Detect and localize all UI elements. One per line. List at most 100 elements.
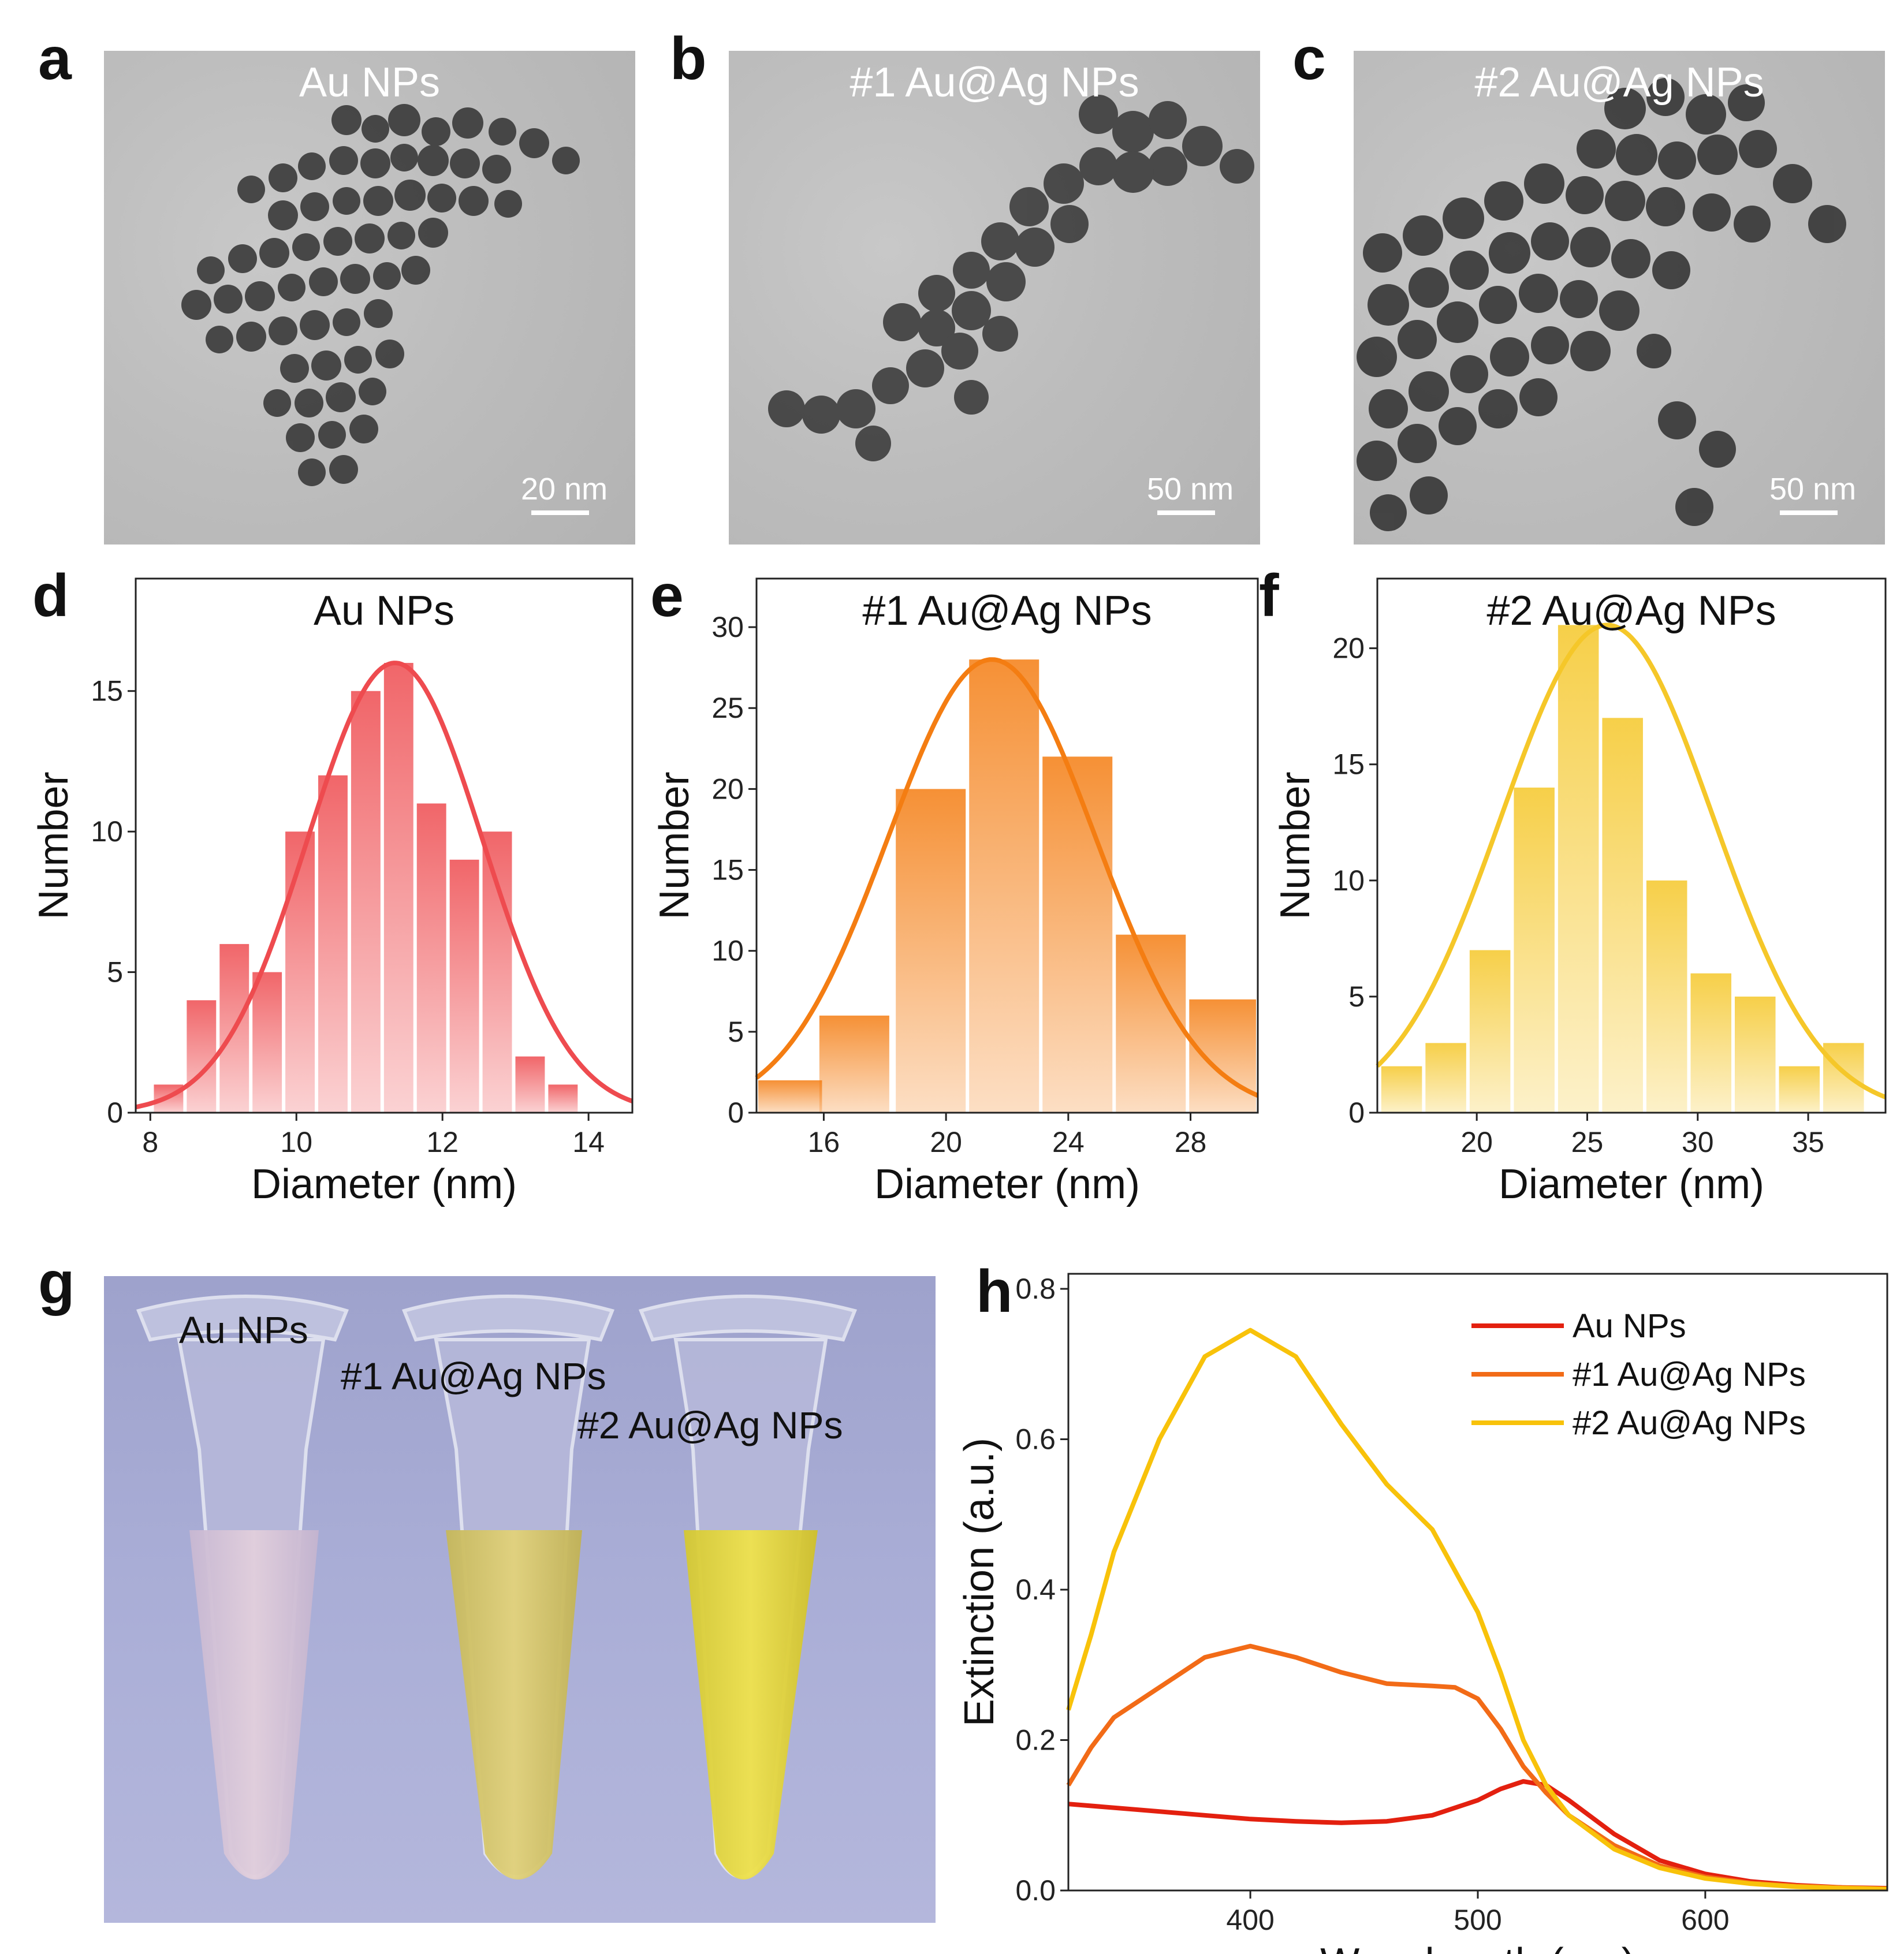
hist-au-bar-11: [515, 1056, 545, 1113]
hist-au-ag-1-xtick-label-2: 24: [1052, 1126, 1085, 1158]
hist-au-ytick-label-2: 10: [91, 815, 123, 848]
tem-particles-au: [181, 104, 580, 486]
hist-au-ag-2-xlabel: Diameter (nm): [1499, 1161, 1764, 1207]
scalebar-label-au: 20 nm: [521, 472, 608, 506]
hist-au-ytick-label-1: 5: [107, 956, 123, 989]
tem-particles-au-ag-2: [1357, 78, 1846, 531]
extinction-spectrum-chart: 400 500 600 0.0 0.2 0.4 0.6 0.8 Wavelength (nm) E…: [959, 1273, 1888, 1954]
hist-au-ag-2-title: #2 Au@Ag NPs: [1486, 588, 1776, 634]
tube-photo: Au NPs #1 Au@Ag NPs #2 Au@Ag NPs: [104, 1276, 936, 1923]
panel-letter-c: c: [1292, 25, 1326, 92]
hist-au-bar-5: [318, 775, 348, 1113]
hist-au-ag-1-ytick-label-3: 15: [711, 854, 744, 886]
hist-au-ag-1-bar-5: [1116, 934, 1186, 1113]
scalebar-au: [531, 510, 589, 515]
spectrum-ylabel: Extinction (a.u.): [959, 1438, 1003, 1726]
hist-au-xtick-label-0: 8: [142, 1126, 158, 1158]
hist-au-ag-2-bar-5: [1602, 718, 1643, 1113]
tem-title-au-ag-2: #2 Au@Ag NPs: [1474, 59, 1764, 106]
spectrum-xtick-label-1: 500: [1454, 1904, 1501, 1936]
hist-au-ag-1-ytick-label-2: 10: [711, 935, 744, 967]
histogram-chart-au-ag-2: 20 25 30 35 0 5 10 15 20 #2 Au@Ag NPs Diameter (nm…: [1272, 577, 1887, 1207]
hist-au-xtick-label-2: 12: [426, 1126, 459, 1158]
hist-au-ag-1-bar-4: [1042, 756, 1113, 1113]
spectrum-xlabel: Wavelength (nm): [1320, 1940, 1635, 1954]
hist-au-bar-8: [416, 803, 446, 1113]
panel-letter-b: b: [670, 25, 707, 92]
hist-au-ytick-label-0: 0: [107, 1097, 123, 1129]
hist-au-ag-1-ytick-label-6: 30: [711, 611, 744, 643]
hist-au-ag-2-ylabel: Number: [1272, 771, 1318, 919]
hist-au-ag-2-bar-0: [1381, 1066, 1422, 1113]
hist-au-ag-1-xlabel: Diameter (nm): [874, 1161, 1140, 1207]
hist-au-bar-6: [351, 691, 381, 1113]
hist-au-xtick-label-3: 14: [572, 1126, 605, 1158]
tube-label-au-ag-1: #1 Au@Ag NPs: [341, 1355, 606, 1397]
hist-au-ag-2-xtick-label-2: 30: [1682, 1126, 1714, 1158]
hist-au-ag-2-bar-8: [1735, 996, 1776, 1113]
panel-letter-a: a: [38, 25, 72, 92]
tube-label-au: Au NPs: [179, 1308, 308, 1351]
hist-au-ag-2-ytick-label-1: 5: [1348, 980, 1365, 1013]
hist-au-ag-2-xtick-label-1: 25: [1571, 1126, 1604, 1158]
hist-au-ag-1-bar-1: [819, 1015, 889, 1113]
spectrum-ytick-label-2: 0.4: [1015, 1573, 1056, 1606]
hist-au-title: Au NPs: [314, 588, 454, 634]
hist-au-ag-1-ytick-label-0: 0: [728, 1097, 744, 1129]
hist-au-ag-2-frame: [1376, 577, 1887, 1114]
spectrum-line-0: [1068, 1779, 1888, 1891]
tubes-illustration: [136, 1295, 858, 1880]
hist-au-ag-2-ytick-label-0: 0: [1348, 1097, 1365, 1129]
hist-au-ag-1-xtick-label-3: 28: [1175, 1126, 1207, 1158]
panel-letter-f: f: [1259, 562, 1279, 629]
hist-au-ag-1-ylabel: Number: [651, 771, 698, 919]
legend-label-1: #1 Au@Ag NPs: [1573, 1356, 1806, 1393]
hist-au-xtick-label-1: 10: [280, 1126, 312, 1158]
legend-label-0: Au NPs: [1573, 1307, 1686, 1345]
hist-au-bar-3: [252, 972, 282, 1113]
tem-image-au-ag-1: #1 Au@Ag NPs 50 nm: [729, 51, 1260, 545]
hist-au-ag-2-bar-3: [1514, 787, 1555, 1113]
hist-au-bar-4: [285, 831, 315, 1113]
hist-au-ag-1-bar-2: [896, 789, 966, 1113]
histogram-chart-au: 8 10 12 14 0 5 10 15 Au NPs Diameter (nm) Number: [31, 577, 634, 1207]
spectrum-ytick-label-0: 0.0: [1015, 1874, 1056, 1907]
hist-au-ag-1-frame: [755, 577, 1259, 1114]
hist-au-ag-1-ytick-label-4: 20: [711, 773, 744, 805]
hist-au-ag-1-ytick-label-5: 25: [711, 692, 744, 724]
hist-au-fit-curve: [135, 661, 634, 1110]
hist-au-ag-2-bar-9: [1779, 1066, 1820, 1113]
panel-letter-e: e: [650, 562, 684, 629]
hist-au-ag-2-ytick-label-3: 15: [1332, 748, 1365, 781]
hist-au-bar-9: [449, 859, 479, 1113]
hist-au-ag-2-xtick-label-3: 35: [1792, 1126, 1824, 1158]
hist-au-ag-1-bar-3: [969, 659, 1039, 1113]
hist-au-ag-2-ytick-label-4: 20: [1332, 632, 1365, 665]
hist-au-ag-1-ytick-label-1: 5: [728, 1016, 744, 1048]
hist-au-ag-2-bar-6: [1646, 880, 1687, 1113]
panel-letter-d: d: [32, 562, 69, 629]
hist-au-bar-12: [548, 1084, 578, 1113]
spectrum-ytick-label-1: 0.2: [1015, 1724, 1056, 1757]
hist-au-ag-2-fit-curve: [1376, 622, 1887, 1099]
legend-label-2: #2 Au@Ag NPs: [1573, 1404, 1806, 1442]
scalebar-au-ag-2: [1780, 510, 1838, 515]
tem-particles-au-ag-1: [768, 95, 1254, 461]
hist-au-ag-1-title: #1 Au@Ag NPs: [862, 588, 1152, 634]
spectrum-ytick-label-3: 0.6: [1015, 1423, 1056, 1456]
hist-au-ag-2-bar-4: [1558, 625, 1599, 1113]
hist-au-ag-2-bar-2: [1469, 950, 1511, 1113]
hist-au-ag-1-xtick-label-1: 20: [930, 1126, 962, 1158]
tube-label-au-ag-2: #2 Au@Ag NPs: [577, 1404, 843, 1446]
hist-au-ag-2-xtick-label-0: 20: [1460, 1126, 1493, 1158]
scalebar-label-au-ag-2: 50 nm: [1769, 472, 1857, 506]
tem-title-au: Au NPs: [299, 59, 441, 106]
tem-title-au-ag-1: #1 Au@Ag NPs: [849, 59, 1139, 106]
hist-au-ag-2-bar-7: [1690, 973, 1731, 1113]
hist-au-xlabel: Diameter (nm): [251, 1161, 517, 1207]
scalebar-au-ag-1: [1157, 510, 1215, 515]
spectrum-ytick-label-4: 0.8: [1015, 1273, 1056, 1305]
hist-au-frame: [135, 577, 634, 1114]
hist-au-ag-2-ytick-label-2: 10: [1332, 864, 1365, 897]
hist-au-ag-2-bar-1: [1425, 1043, 1466, 1113]
